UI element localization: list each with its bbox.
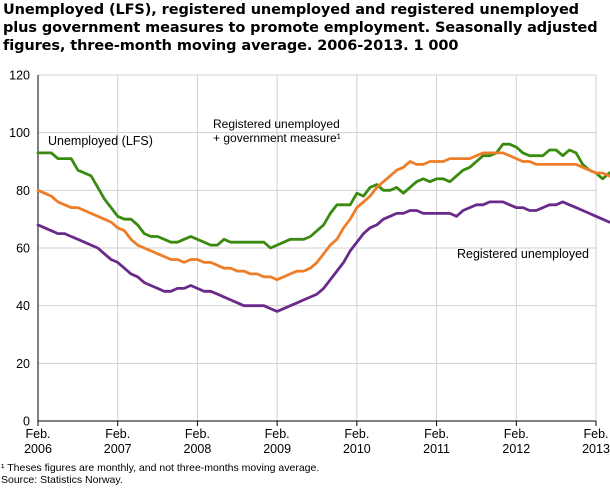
x-tick-label-year-4: 2010 bbox=[343, 442, 371, 456]
x-tick-label-month-1: Feb. bbox=[105, 427, 130, 441]
series-label-2-line-2: + government measure¹ bbox=[213, 131, 341, 145]
series-label-1-line-1: Unemployed (LFS) bbox=[48, 134, 153, 148]
x-tick-label-3: Feb. 2009 bbox=[263, 427, 291, 456]
x-tick-label-4: Feb. 2010 bbox=[343, 427, 371, 456]
x-tick-label-year-6: 2012 bbox=[502, 442, 530, 456]
x-tick-label-year-3: 2009 bbox=[263, 442, 291, 456]
series-label-3: Registered unemployed bbox=[457, 247, 589, 261]
x-tick-label-6: Feb. 2012 bbox=[502, 427, 530, 456]
y-tick-label-60: 60 bbox=[16, 242, 30, 256]
chart-title-line-2: plus government measures to promote empl… bbox=[3, 20, 598, 36]
y-tick-label-20: 20 bbox=[16, 357, 30, 371]
series-labels: Unemployed (LFS)Registered unemployed + g… bbox=[48, 117, 589, 261]
x-tick-label-month-6: Feb. bbox=[504, 427, 529, 441]
x-tick-label-year-2: 2008 bbox=[184, 442, 212, 456]
y-tick-label-0: 0 bbox=[23, 415, 30, 429]
series-label-1: Unemployed (LFS) bbox=[48, 134, 153, 148]
series-line-1 bbox=[36, 142, 610, 250]
series-lines bbox=[36, 142, 610, 313]
chart-title-line-3: figures, three-month moving average. 200… bbox=[3, 38, 459, 54]
chart-title-line-1: Unemployed (LFS), registered unemployed … bbox=[3, 2, 579, 18]
gridlines bbox=[38, 74, 597, 421]
x-tick-label-month-4: Feb. bbox=[344, 427, 369, 441]
x-tick-label-0: Feb. 2006 bbox=[24, 427, 52, 456]
series-label-3-line-1: Registered unemployed bbox=[457, 247, 589, 261]
source-text: Source: Statistics Norway. bbox=[1, 473, 123, 486]
chart-title: Unemployed (LFS), registered unemployed … bbox=[3, 1, 603, 55]
x-tick-label-year-5: 2011 bbox=[423, 442, 450, 456]
series-line-2 bbox=[36, 151, 610, 282]
x-tick-label-year-0: 2006 bbox=[24, 442, 52, 456]
x-tick-label-month-5: Feb. bbox=[424, 427, 449, 441]
x-tick-label-2: Feb. 2008 bbox=[184, 427, 212, 456]
x-tick-label-1: Feb. 2007 bbox=[104, 427, 132, 456]
y-tick-label-80: 80 bbox=[16, 184, 30, 198]
x-tick-label-month-3: Feb. bbox=[265, 427, 290, 441]
x-tick-label-5: Feb. 2011 bbox=[423, 427, 450, 456]
footnote-block: ¹ Theses figures are monthly, and not th… bbox=[1, 462, 320, 486]
y-tick-label-100: 100 bbox=[9, 126, 30, 140]
x-tick-label-month-2: Feb. bbox=[185, 427, 210, 441]
series-label-2: Registered unemployed + government measur… bbox=[213, 117, 341, 145]
x-tick-label-year-7: 2013 bbox=[582, 442, 610, 456]
x-tick-label-year-1: 2007 bbox=[104, 442, 132, 456]
series-line-3 bbox=[36, 200, 610, 313]
series-label-2-line-1: Registered unemployed bbox=[213, 117, 340, 131]
x-tick-label-7: Feb. 2013 bbox=[582, 427, 610, 456]
footnote-text: ¹ Theses figures are monthly, and not th… bbox=[1, 462, 320, 474]
x-tick-label-month-7: Feb. bbox=[583, 427, 608, 441]
x-tick-label-month-0: Feb. bbox=[25, 427, 50, 441]
y-tick-label-120: 120 bbox=[9, 69, 30, 83]
y-tick-label-40: 40 bbox=[16, 299, 30, 313]
